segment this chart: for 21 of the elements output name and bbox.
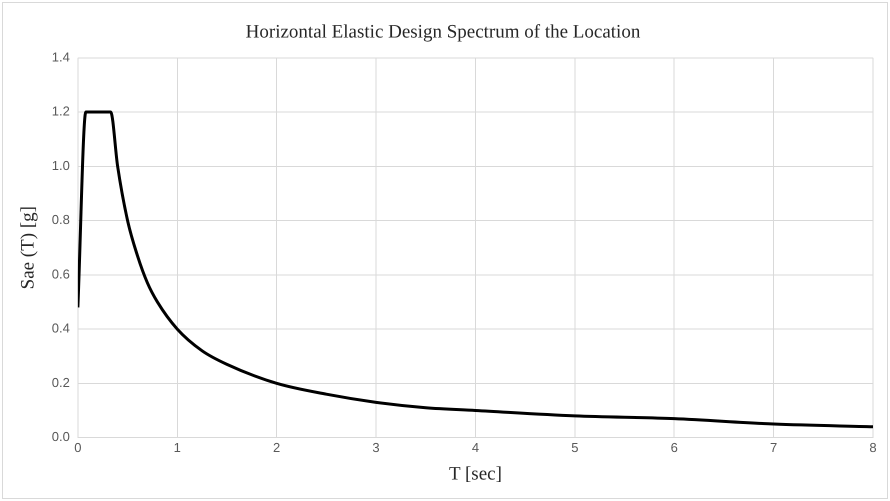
x-tick-label: 7	[770, 440, 778, 455]
x-tick-label: 1	[174, 440, 181, 455]
y-tick-label: 0.6	[52, 266, 70, 282]
x-tick-label: 4	[472, 440, 480, 455]
y-axis-title: Sae (T) [g]	[17, 206, 38, 290]
x-axis-title: T [sec]	[448, 464, 502, 485]
y-tick-label: 0.8	[52, 212, 70, 228]
y-tick-label: 0.4	[52, 320, 70, 336]
y-tick-label: 0.0	[52, 429, 70, 444]
chart-title: Horizontal Elastic Design Spectrum of the Location	[246, 21, 641, 42]
line-series	[78, 110, 873, 428]
y-tick-label: 1.0	[52, 158, 70, 173]
y-tick-label: 1.2	[52, 104, 70, 119]
y-tick-label: 1.4	[52, 49, 70, 64]
x-tick-label: 0	[74, 440, 82, 455]
y-tick-label: 0.2	[52, 374, 70, 390]
x-tick-label: 5	[571, 440, 578, 455]
x-tick-label: 2	[273, 440, 280, 455]
x-tick-label: 3	[372, 440, 380, 455]
x-tick-label: 6	[670, 440, 678, 455]
x-tick-label: 8	[869, 440, 877, 455]
